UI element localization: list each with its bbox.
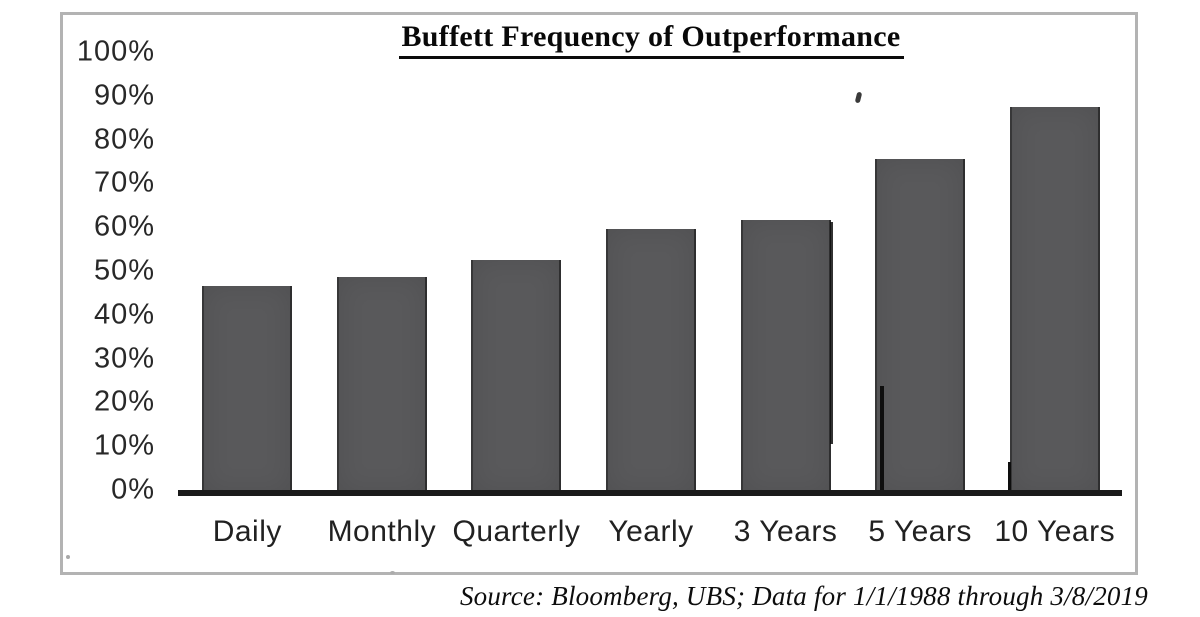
y-tick-label-50pct: 50% (93, 254, 155, 287)
y-tick-label-20pct: 20% (93, 385, 155, 418)
x-tick-label-3-years: 3 Years (733, 515, 838, 548)
x-tick-label-yearly: Yearly (608, 515, 694, 548)
bar-5-years (875, 159, 966, 492)
y-tick-label-100pct: 100% (76, 35, 155, 68)
source-note: Source: Bloomberg, UBS; Data for 1/1/198… (459, 581, 1148, 611)
y-tick-label-70pct: 70% (93, 166, 155, 199)
scan-sliver-3-years-right-edge (830, 222, 833, 444)
y-tick-label-30pct: 30% (93, 342, 155, 375)
y-tick-label-90pct: 90% (93, 79, 155, 112)
y-tick-label-10pct: 10% (93, 429, 155, 462)
x-tick-label-quarterly: Quarterly (452, 515, 581, 548)
bar-daily (202, 286, 293, 492)
scan-speck-bottom-left (66, 555, 70, 559)
x-tick-label-daily: Daily (212, 515, 282, 548)
scan-sliver-5-years-left-edge (880, 386, 884, 490)
x-axis-line (178, 490, 1122, 496)
y-tick-label-0pct: 0% (111, 473, 155, 506)
y-tick-label-40pct: 40% (93, 298, 155, 331)
scan-speck-bottom-middle (390, 571, 395, 574)
chart-title-row: Buffett Frequency of Outperformance (180, 20, 1122, 59)
y-tick-label-60pct: 60% (93, 210, 155, 243)
bar-3-years (740, 220, 831, 492)
chart-title: Buffett Frequency of Outperformance (398, 20, 904, 59)
bar-monthly (336, 277, 427, 492)
bar-yearly (606, 229, 696, 492)
x-tick-label-10-years: 10 Years (994, 515, 1116, 548)
x-tick-label-5-years: 5 Years (868, 515, 972, 548)
x-tick-label-monthly: Monthly (327, 515, 437, 548)
bar-quarterly (471, 259, 562, 492)
scan-sliver-10-years-left-edge (1008, 462, 1011, 490)
bar-10-years (1009, 106, 1100, 492)
y-tick-label-80pct: 80% (93, 123, 155, 156)
